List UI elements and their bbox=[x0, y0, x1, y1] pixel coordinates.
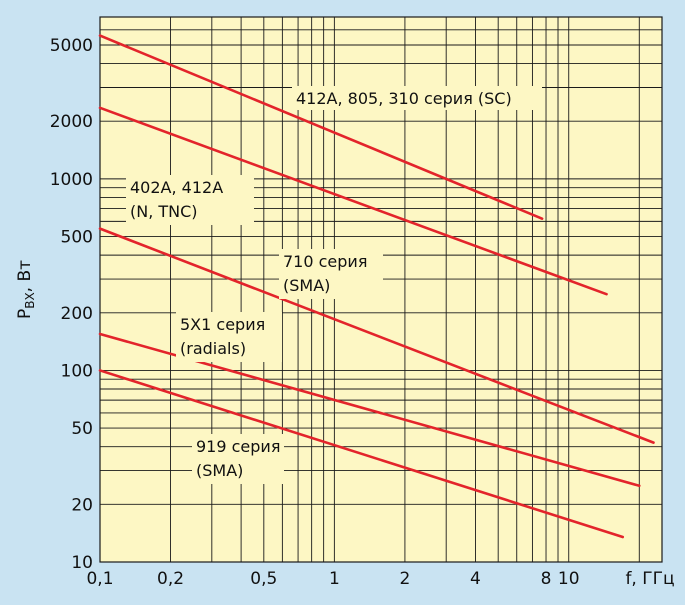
x-tick-label: 0,1 bbox=[86, 569, 113, 589]
y-tick-label: 10 bbox=[71, 553, 93, 573]
annotation-2: 402A, 412A (N, TNC) bbox=[126, 175, 254, 225]
annotation-text: 919 серия bbox=[196, 437, 280, 456]
x-axis-title: f, ГГц bbox=[625, 569, 674, 589]
annotation-background bbox=[192, 434, 284, 484]
x-tick-label: 0,5 bbox=[250, 569, 277, 589]
annotation-background bbox=[176, 312, 282, 362]
series-line-5 bbox=[98, 369, 625, 539]
y-tick-label: 2000 bbox=[50, 112, 93, 132]
annotation-background bbox=[292, 86, 542, 110]
annotation-1: 412A, 805, 310 серия (SC) bbox=[292, 86, 542, 110]
y-axis-title: PВХ, Вт bbox=[15, 260, 37, 319]
x-tick-label: 4 bbox=[470, 569, 481, 589]
x-tick-label: 8 bbox=[541, 569, 552, 589]
y-tick-label: 50 bbox=[71, 419, 93, 439]
series-line-3 bbox=[98, 227, 655, 444]
x-tick-label: 2 bbox=[400, 569, 411, 589]
annotation-4: 5X1 серия (radials) bbox=[176, 312, 282, 362]
annotation-background bbox=[279, 249, 383, 299]
y-tick-label: 5000 bbox=[50, 36, 93, 56]
y-tick-label: 1000 bbox=[50, 170, 93, 190]
annotation-5: 919 серия (SMA) bbox=[192, 434, 284, 484]
y-tick-label: 100 bbox=[61, 361, 93, 381]
x-tick-label: 10 bbox=[558, 569, 580, 589]
annotation-text: (SMA) bbox=[196, 461, 243, 480]
annotation-text: (N, TNC) bbox=[130, 202, 198, 221]
y-tick-label: 500 bbox=[61, 228, 93, 248]
annotation-3: 710 серия (SMA) bbox=[279, 249, 383, 299]
series-line-2 bbox=[98, 106, 608, 296]
x-tick-label: 0,2 bbox=[157, 569, 184, 589]
annotation-text: 412A, 805, 310 серия (SC) bbox=[296, 89, 512, 108]
y-tick-label: 20 bbox=[71, 495, 93, 515]
annotation-text: 402A, 412A bbox=[130, 178, 223, 197]
series-line-1 bbox=[98, 34, 544, 220]
annotation-text: (SMA) bbox=[283, 276, 330, 295]
y-tick-label: 200 bbox=[61, 304, 93, 324]
annotation-text: 710 серия bbox=[283, 252, 367, 271]
annotation-text: (radials) bbox=[180, 339, 246, 358]
x-tick-label: 1 bbox=[329, 569, 340, 589]
annotation-background bbox=[126, 175, 254, 225]
annotation-text: 5X1 серия bbox=[180, 315, 265, 334]
